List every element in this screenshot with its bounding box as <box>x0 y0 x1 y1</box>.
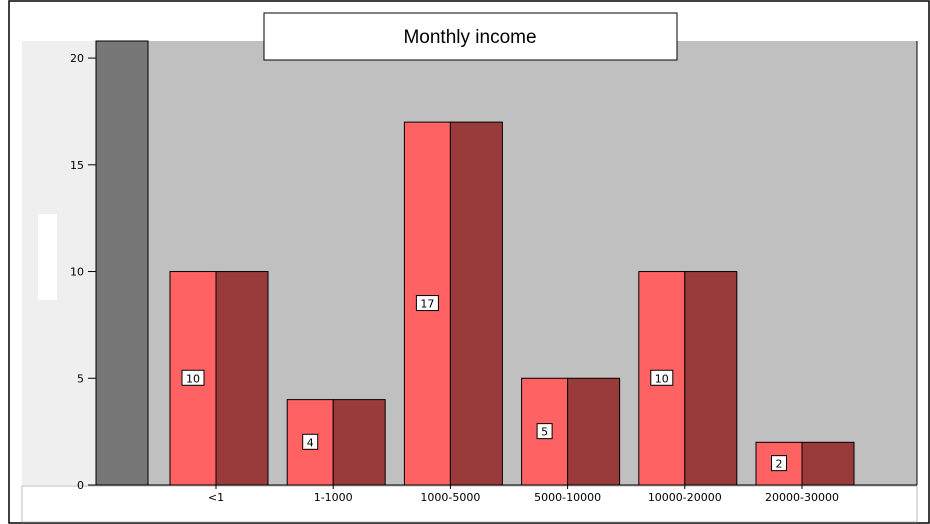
y-tick-label: 15 <box>70 159 84 172</box>
bar-shadow <box>449 121 503 486</box>
y-tick-label: 20 <box>70 52 84 65</box>
left-panel <box>22 41 96 485</box>
x-tick-label: <1 <box>208 491 224 504</box>
data-label-box <box>650 369 674 386</box>
x-tick-label: 5000-10000 <box>534 491 601 504</box>
bars-group: 10 4 17 5 10 2 <box>169 121 855 486</box>
data-label-box <box>302 433 319 450</box>
data-label: 5 <box>541 426 548 439</box>
y-tick-label: 10 <box>70 266 84 279</box>
data-label-box <box>181 369 205 386</box>
data-label: 4 <box>307 436 314 449</box>
y-tick-label: 5 <box>77 372 84 385</box>
bar-shadow <box>684 271 738 486</box>
data-label: 17 <box>420 298 434 311</box>
bar-front <box>403 121 451 486</box>
x-tick-label: 10000-20000 <box>648 491 722 504</box>
y-axis: 0 5 10 15 20 <box>70 41 97 492</box>
data-label-box <box>536 423 553 440</box>
data-label: 10 <box>655 372 669 385</box>
x-tick-label: 1000-5000 <box>420 491 480 504</box>
x-tick-label: 20000-30000 <box>765 491 839 504</box>
bar-shadow <box>567 377 621 486</box>
bar-shadow <box>332 399 386 486</box>
chart-title: Monthly income <box>403 27 536 48</box>
x-axis: <1 1-1000 1000-5000 5000-10000 10000-20000 20… <box>88 484 917 504</box>
bar-shadow <box>215 271 269 486</box>
x-tick-label: 1-1000 <box>314 491 353 504</box>
bar-shadow <box>801 441 855 486</box>
bottom-panel <box>22 486 917 522</box>
title-box <box>263 12 678 61</box>
first-column <box>95 40 149 486</box>
left-white-box <box>38 214 57 300</box>
y-tick-label: 0 <box>77 479 84 492</box>
data-label: 2 <box>776 458 783 471</box>
bottom-panel-border <box>21 485 918 523</box>
data-label: 10 <box>186 372 200 385</box>
data-label-box <box>771 455 787 472</box>
data-label-box <box>415 295 439 312</box>
